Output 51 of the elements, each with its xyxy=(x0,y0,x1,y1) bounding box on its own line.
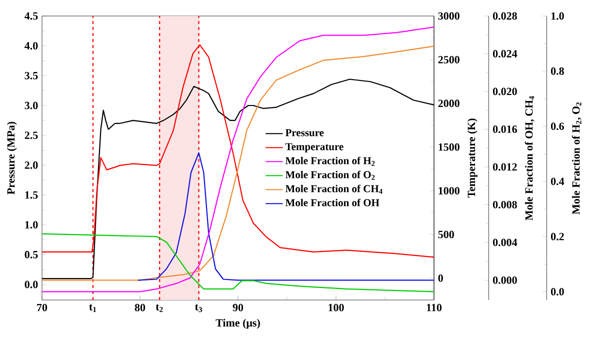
x-axis-title: Time (μs) xyxy=(216,318,260,329)
y3-tick-label: 0.016 xyxy=(492,125,517,133)
x-tick-label: 70 xyxy=(37,304,48,312)
legend-label: Mole Fraction of O$_{2}$ xyxy=(285,170,375,180)
line-series xyxy=(137,152,434,281)
y3-tick-label: 0.004 xyxy=(492,238,518,246)
y-tick-label: 0.5 xyxy=(24,250,38,258)
y-tick-label: 2.0 xyxy=(24,161,38,169)
y2-tick-label: 500 xyxy=(438,230,454,238)
y3-tick-label: 0.028 xyxy=(492,12,517,20)
y3-tick-label: 0.024 xyxy=(492,50,518,58)
y3-tick-label: 0.020 xyxy=(492,88,517,96)
y-tick-label: 0.8 xyxy=(550,67,564,75)
y2-tick-label: 3000 xyxy=(438,12,460,20)
legend-label: Mole Fraction of H$_{2}$ xyxy=(285,156,375,166)
ref-line-label: t$_{1}$ xyxy=(89,304,96,312)
y3-tick-label: 0.000 xyxy=(492,276,517,284)
x-tick-label: 90 xyxy=(232,304,244,312)
legend-label: Temperature xyxy=(285,143,344,152)
y2-axis-title: Temperature (K) xyxy=(467,118,478,198)
y-tick-label: 2.5 xyxy=(24,132,38,140)
y-tick-label: 4.0 xyxy=(24,42,38,50)
y-tick-label: 0.0 xyxy=(24,280,38,288)
legend-label: Mole Fraction of CH$_{4}$ xyxy=(285,184,382,194)
y2-tick-label: 1000 xyxy=(438,187,460,194)
x-tick-label: 80 xyxy=(134,304,146,312)
y-axis-title: Mole Fraction of H$_{2}$, O$_{2}$ xyxy=(572,102,582,214)
y-tick-label: 0.4 xyxy=(550,178,564,186)
ref-line-label: t$_{3}$ xyxy=(194,304,202,312)
y-tick-label: 0.6 xyxy=(550,122,564,130)
y-tick-label: 0.2 xyxy=(550,232,564,240)
y-tick-label: 3.0 xyxy=(24,102,38,110)
ref-line-label: t$_{2}$ xyxy=(156,304,163,312)
y2-tick-label: 1500 xyxy=(438,143,460,151)
y2-tick-label: 2500 xyxy=(438,56,460,64)
y-tick-label: 4.5 xyxy=(24,12,38,20)
y-tick-label: 3.5 xyxy=(24,72,38,80)
y-tick-label: 1.0 xyxy=(25,221,38,229)
legend-label: Pressure xyxy=(285,129,324,136)
y-tick-label: 1.5 xyxy=(25,191,38,199)
y-tick-label: 0.0 xyxy=(550,288,564,296)
y3-tick-label: 0.008 xyxy=(492,200,517,208)
x-tick-label: 110 xyxy=(426,304,442,312)
y3-axis-title: Mole Fraction of OH, CH$_{4}$ xyxy=(524,96,534,220)
x-tick-label: 100 xyxy=(328,304,344,312)
y-axis-title: Pressure (MPa) xyxy=(6,122,17,194)
legend-label: Mole Fraction of OH xyxy=(285,198,380,206)
y3-tick-label: 0.012 xyxy=(492,163,517,171)
y-tick-label: 1.0 xyxy=(551,12,564,20)
y2-tick-label: 2000 xyxy=(438,100,460,108)
y2-tick-label: 0 xyxy=(438,274,443,282)
